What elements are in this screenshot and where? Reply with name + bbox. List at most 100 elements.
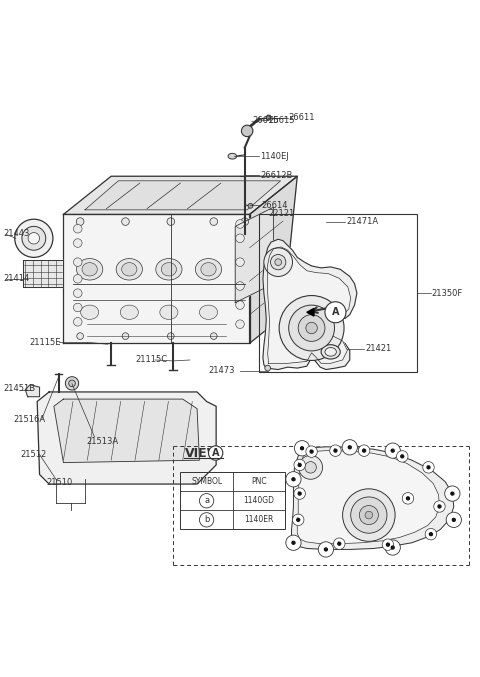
Circle shape — [236, 234, 244, 242]
Circle shape — [391, 450, 394, 452]
Circle shape — [445, 486, 460, 501]
Circle shape — [318, 542, 334, 557]
Ellipse shape — [82, 263, 97, 276]
Circle shape — [73, 318, 82, 326]
Circle shape — [76, 218, 84, 225]
Circle shape — [423, 462, 434, 473]
Circle shape — [69, 380, 75, 387]
Circle shape — [396, 451, 408, 462]
Polygon shape — [23, 260, 63, 287]
Text: 26614: 26614 — [261, 201, 288, 210]
Text: a: a — [291, 540, 295, 545]
Text: b: b — [438, 504, 441, 509]
Circle shape — [28, 233, 39, 244]
Circle shape — [265, 365, 271, 371]
Text: b: b — [204, 515, 209, 525]
Circle shape — [73, 303, 82, 312]
Circle shape — [451, 492, 454, 495]
Text: b: b — [297, 517, 300, 523]
Text: a: a — [204, 496, 209, 505]
Circle shape — [292, 514, 304, 525]
Text: A: A — [332, 307, 339, 318]
Text: b: b — [429, 531, 432, 537]
Ellipse shape — [199, 305, 217, 320]
Circle shape — [351, 497, 387, 533]
Text: 21473: 21473 — [209, 366, 235, 376]
Circle shape — [294, 441, 310, 456]
Circle shape — [342, 439, 358, 455]
Circle shape — [434, 501, 445, 512]
Circle shape — [306, 446, 317, 458]
Circle shape — [438, 505, 441, 508]
Circle shape — [298, 464, 301, 466]
Ellipse shape — [321, 345, 340, 359]
Circle shape — [236, 258, 244, 267]
Circle shape — [168, 333, 174, 339]
Polygon shape — [291, 447, 454, 550]
Text: VIEW: VIEW — [185, 447, 221, 460]
Circle shape — [236, 219, 244, 228]
Circle shape — [279, 296, 344, 360]
Text: b: b — [310, 449, 313, 454]
Circle shape — [292, 478, 295, 481]
Circle shape — [199, 512, 214, 527]
Ellipse shape — [161, 263, 177, 276]
Circle shape — [446, 512, 461, 527]
Circle shape — [65, 376, 79, 390]
Text: b: b — [298, 491, 301, 496]
Circle shape — [305, 462, 316, 473]
Bar — [180, 472, 285, 529]
Text: a: a — [391, 545, 395, 550]
Ellipse shape — [156, 259, 182, 280]
Polygon shape — [54, 399, 199, 462]
Ellipse shape — [76, 259, 103, 280]
Text: 1140EJ: 1140EJ — [260, 152, 289, 160]
Circle shape — [241, 125, 253, 137]
Circle shape — [343, 489, 395, 542]
Circle shape — [427, 466, 430, 468]
Circle shape — [298, 492, 301, 495]
Polygon shape — [37, 392, 216, 484]
Circle shape — [286, 535, 301, 550]
Ellipse shape — [81, 305, 99, 320]
Polygon shape — [297, 451, 440, 544]
Circle shape — [452, 519, 455, 521]
Text: a: a — [450, 491, 454, 496]
Circle shape — [385, 540, 400, 555]
Circle shape — [15, 219, 53, 257]
Polygon shape — [63, 176, 297, 215]
Circle shape — [425, 529, 437, 540]
Ellipse shape — [120, 305, 138, 320]
Ellipse shape — [121, 263, 137, 276]
Text: 1140GD: 1140GD — [243, 496, 275, 505]
Text: 26615: 26615 — [269, 116, 295, 125]
Text: 21512: 21512 — [21, 450, 47, 459]
Text: 21471A: 21471A — [346, 217, 378, 226]
Ellipse shape — [160, 305, 178, 320]
Circle shape — [382, 539, 394, 550]
Circle shape — [288, 305, 335, 351]
Circle shape — [299, 456, 323, 479]
Polygon shape — [25, 385, 39, 397]
Text: b: b — [386, 542, 390, 547]
Circle shape — [22, 226, 46, 250]
Circle shape — [407, 497, 409, 500]
Text: a: a — [348, 445, 352, 450]
Text: 26611: 26611 — [288, 113, 315, 122]
Circle shape — [73, 239, 82, 247]
Circle shape — [430, 533, 432, 536]
Circle shape — [73, 225, 82, 233]
Circle shape — [266, 115, 271, 120]
Ellipse shape — [195, 259, 222, 280]
Circle shape — [363, 450, 365, 452]
Circle shape — [325, 302, 346, 323]
Polygon shape — [307, 309, 314, 316]
Polygon shape — [63, 215, 250, 343]
Ellipse shape — [116, 259, 143, 280]
Circle shape — [334, 538, 345, 550]
Text: 21421: 21421 — [365, 345, 391, 353]
Polygon shape — [263, 239, 357, 370]
Text: A: A — [212, 448, 219, 458]
Circle shape — [300, 447, 303, 450]
Circle shape — [210, 333, 217, 339]
